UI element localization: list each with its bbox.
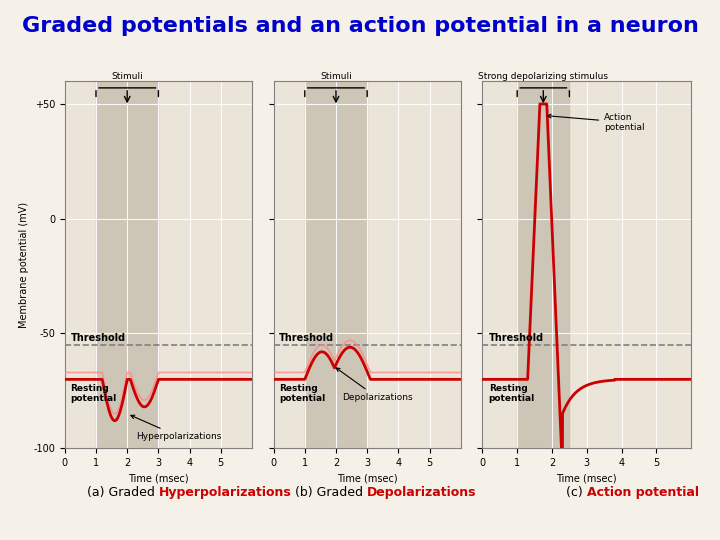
Bar [305, 81, 367, 448]
Text: Hyperpolarizations: Hyperpolarizations [158, 486, 291, 499]
X-axis label: Time (msec): Time (msec) [337, 474, 397, 483]
Text: Hyperpolarizations: Hyperpolarizations [131, 415, 222, 441]
Bar [517, 81, 570, 448]
Y-axis label: Membrane potential (mV): Membrane potential (mV) [19, 201, 29, 328]
X-axis label: Time (msec): Time (msec) [128, 474, 189, 483]
Text: Resting
potential: Resting potential [489, 384, 535, 403]
Text: Action
potential: Action potential [547, 113, 645, 132]
X-axis label: Time (msec): Time (msec) [557, 474, 617, 483]
Text: Action potential: Action potential [587, 486, 699, 499]
Text: Threshold: Threshold [489, 333, 544, 342]
Text: (b) Graded: (b) Graded [295, 486, 367, 499]
Text: Depolarizations: Depolarizations [336, 368, 413, 402]
Text: Stimuli: Stimuli [320, 72, 352, 81]
Text: Stimuli: Stimuli [112, 72, 143, 81]
Text: Strong depolarizing stimulus: Strong depolarizing stimulus [478, 72, 608, 81]
Bar [96, 81, 158, 448]
Text: Threshold: Threshold [71, 333, 125, 342]
Text: Resting
potential: Resting potential [279, 384, 325, 403]
Text: Depolarizations: Depolarizations [367, 486, 477, 499]
Text: Resting
potential: Resting potential [71, 384, 117, 403]
Text: Threshold: Threshold [279, 333, 334, 342]
Text: (a) Graded: (a) Graded [86, 486, 158, 499]
Text: (c): (c) [566, 486, 587, 499]
Text: Graded potentials and an action potential in a neuron: Graded potentials and an action potentia… [22, 16, 698, 36]
